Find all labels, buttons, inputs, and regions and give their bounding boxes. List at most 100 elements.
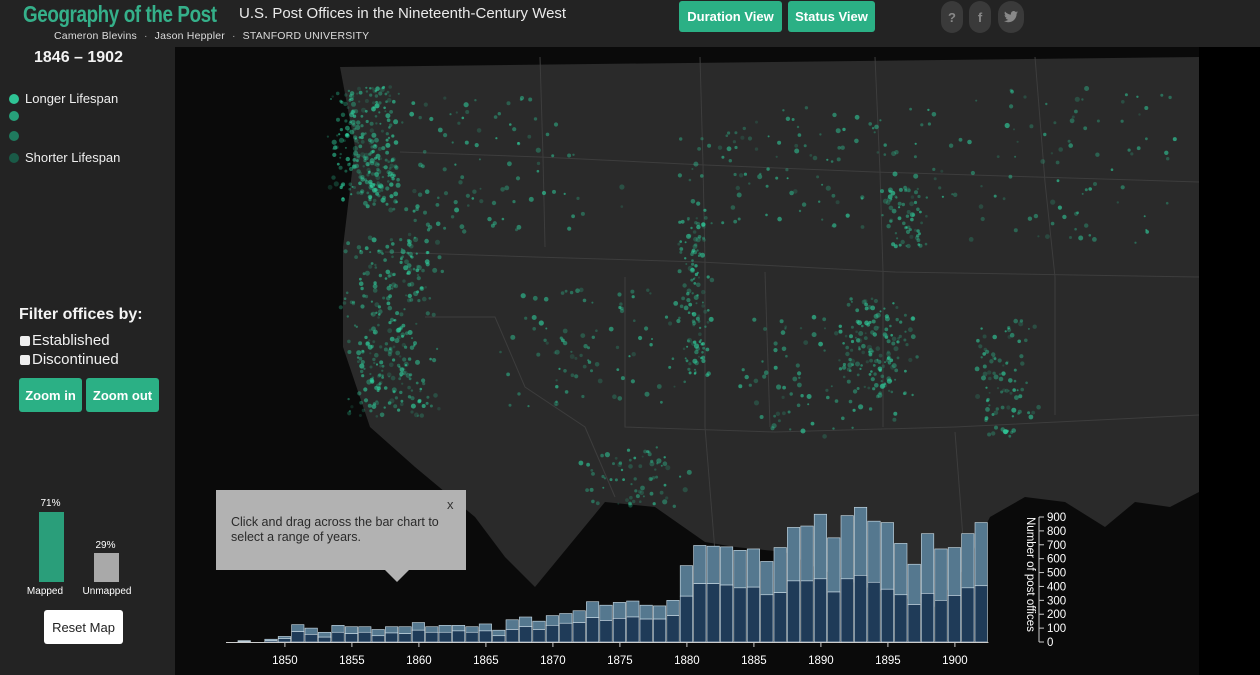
legend-dot (9, 111, 19, 121)
checkbox-box[interactable] (20, 354, 30, 365)
close-tooltip-icon[interactable]: x (447, 497, 454, 512)
bar-unmapped-1883 (720, 546, 734, 586)
bar-mapped-1858 (385, 632, 399, 643)
bar-mapped-1850 (277, 638, 291, 643)
bar-unmapped-1888 (787, 527, 801, 582)
bar-mapped-1859 (398, 633, 412, 643)
x-tick-label: 1890 (808, 655, 834, 667)
bar-mapped-1874 (599, 620, 613, 643)
year-histogram[interactable]: 1850 1855 1860 1865 1870 1875 1880 1885 1890 1895… (215, 505, 1066, 675)
question-icon[interactable]: ? (941, 1, 963, 33)
bar-unmapped-1889 (800, 525, 814, 582)
bar-mapped-1861 (425, 631, 439, 643)
bar-mapped-1866 (492, 635, 506, 643)
tooltip-arrow (385, 570, 409, 582)
bar-unmapped-1867 (505, 619, 519, 630)
legend-item-3 (9, 131, 25, 141)
map-canvas[interactable] (175, 47, 1199, 675)
author-2: Jason Heppler (154, 30, 225, 42)
y-tick-label: 600 (1047, 554, 1066, 566)
legend-label: Longer Lifespan (25, 91, 119, 106)
established-checkbox[interactable]: Established (20, 332, 110, 349)
bar-unmapped-1900 (947, 547, 961, 596)
checkbox-box[interactable] (20, 335, 30, 346)
zoom-in-button[interactable]: Zoom in (19, 378, 82, 412)
bar-mapped-1857 (371, 635, 385, 643)
bar-mapped-1888 (787, 580, 801, 643)
bar-mapped-1876 (626, 616, 640, 643)
discontinued-checkbox[interactable]: Discontinued (20, 351, 119, 368)
x-tick-label: 1870 (540, 655, 566, 667)
bar-mapped-1899 (934, 600, 948, 643)
bar-mapped-1898 (921, 593, 935, 643)
bar-mapped-1885 (746, 586, 760, 643)
bar-unmapped-1882 (706, 545, 720, 584)
bar-mapped-1854 (331, 631, 345, 643)
bar-mapped-1880 (679, 595, 693, 643)
bar-mapped-1896 (894, 594, 908, 643)
bar-mapped-1900 (947, 595, 961, 643)
bar-mapped-1870 (545, 625, 559, 643)
bar-unmapped-1856 (358, 626, 372, 633)
y-tick-label: 200 (1047, 609, 1066, 621)
bar-mapped-1887 (773, 592, 787, 643)
legend-label: Shorter Lifespan (25, 150, 121, 165)
bar-unmapped-1857 (371, 629, 385, 637)
x-tick-label: 1865 (473, 655, 499, 667)
legend-item-shorter: Shorter Lifespan (9, 150, 120, 165)
y-tick-label: 300 (1047, 595, 1066, 607)
y-tick-label: 500 (1047, 568, 1066, 580)
reset-map-button[interactable]: Reset Map (44, 610, 123, 644)
bar-unmapped-1860 (411, 622, 425, 631)
facebook-icon[interactable]: f (969, 1, 991, 33)
institution: STANFORD UNIVERSITY (242, 30, 370, 42)
bar-mapped-1855 (344, 633, 358, 643)
legend-item-2 (9, 111, 25, 121)
twitter-icon[interactable] (998, 1, 1024, 33)
x-tick-label: 1855 (339, 655, 365, 667)
legend-item-longer: Longer Lifespan (9, 91, 118, 106)
unmapped-percent: 29% (95, 540, 116, 551)
y-tick-label: 900 (1047, 512, 1066, 524)
bar-unmapped-1863 (452, 625, 466, 632)
bar-unmapped-1874 (599, 604, 613, 621)
duration-view-button[interactable]: Duration View (679, 1, 782, 32)
bar-unmapped-1891 (827, 537, 841, 593)
bar-mapped-1875 (612, 618, 626, 643)
mapped-percent: 71% (40, 498, 61, 509)
bar-unmapped-1868 (519, 616, 533, 628)
bar-mapped-1889 (800, 580, 814, 643)
bar-unmapped-1875 (612, 602, 626, 619)
bar-unmapped-1902 (974, 522, 988, 587)
bar-unmapped-1892 (840, 515, 854, 580)
status-view-button[interactable]: Status View (788, 1, 875, 32)
bar-mapped-1886 (760, 594, 774, 643)
bar-unmapped-1876 (626, 600, 640, 618)
bar-unmapped-1866 (492, 629, 506, 637)
credits: Cameron Blevins · Jason Heppler · STANFORD U… (54, 30, 370, 42)
bar-unmapped-1887 (773, 547, 787, 593)
checkbox-label: Discontinued (32, 351, 119, 368)
bar-unmapped-1850 (277, 636, 291, 639)
bar-mapped-1867 (505, 629, 519, 643)
bar-unmapped-1901 (961, 533, 975, 589)
zoom-out-button[interactable]: Zoom out (86, 378, 159, 412)
filter-title: Filter offices by: (19, 306, 143, 323)
bar-mapped-1864 (465, 631, 479, 643)
year-range: 1846 – 1902 (34, 49, 123, 66)
map[interactable] (175, 47, 1199, 675)
bar-unmapped-1885 (746, 548, 760, 588)
bar-mapped-1879 (666, 615, 680, 643)
bar-unmapped-1853 (318, 631, 332, 638)
app-title[interactable]: Geography of the Post (23, 1, 217, 27)
bar-unmapped-1896 (894, 543, 908, 596)
bar-unmapped-1858 (385, 626, 399, 634)
chart-hint-tooltip: Click and drag across the bar chart to s… (216, 490, 466, 570)
y-tick-label: 400 (1047, 581, 1066, 593)
bar-unmapped-1872 (572, 610, 586, 623)
bar-mapped-1869 (532, 629, 546, 643)
bar-mapped-1895 (880, 588, 894, 643)
legend-dot (9, 152, 19, 163)
checkbox-label: Established (32, 332, 110, 349)
